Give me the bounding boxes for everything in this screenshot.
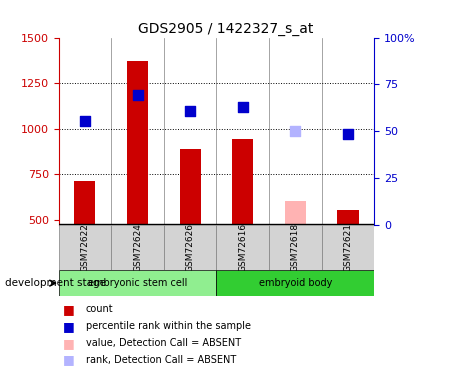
Bar <box>164 225 216 270</box>
Text: GSM72616: GSM72616 <box>238 223 247 272</box>
Text: development stage: development stage <box>5 278 106 288</box>
Bar <box>179 148 201 224</box>
Text: value, Detection Call = ABSENT: value, Detection Call = ABSENT <box>86 338 241 348</box>
Text: rank, Detection Call = ABSENT: rank, Detection Call = ABSENT <box>86 355 236 365</box>
Text: GSM72621: GSM72621 <box>344 223 353 272</box>
Text: embryoid body: embryoid body <box>259 278 332 288</box>
Point <box>187 108 194 114</box>
Text: GSM72618: GSM72618 <box>291 223 300 272</box>
Bar <box>127 61 148 224</box>
Text: embryonic stem cell: embryonic stem cell <box>88 278 187 288</box>
Bar <box>216 270 374 296</box>
Text: percentile rank within the sample: percentile rank within the sample <box>86 321 251 331</box>
Text: GSM72622: GSM72622 <box>80 223 89 272</box>
Text: ■: ■ <box>63 303 75 316</box>
Point <box>345 131 352 137</box>
Bar <box>59 225 111 270</box>
Bar <box>111 225 164 270</box>
Text: count: count <box>86 304 113 314</box>
Text: ■: ■ <box>63 320 75 333</box>
Text: GDS2905 / 1422327_s_at: GDS2905 / 1422327_s_at <box>138 22 313 36</box>
Bar <box>285 201 306 224</box>
Text: ■: ■ <box>63 354 75 366</box>
Bar <box>59 270 216 296</box>
Bar <box>232 140 253 224</box>
Text: ■: ■ <box>63 337 75 350</box>
Point <box>239 104 246 110</box>
Point <box>134 92 141 98</box>
Bar <box>216 225 269 270</box>
Bar <box>337 210 359 224</box>
Text: GSM72624: GSM72624 <box>133 223 142 272</box>
Bar <box>322 225 374 270</box>
Point <box>81 118 88 124</box>
Point <box>292 128 299 134</box>
Bar <box>269 225 322 270</box>
Text: GSM72626: GSM72626 <box>186 223 195 272</box>
Bar <box>74 181 96 224</box>
